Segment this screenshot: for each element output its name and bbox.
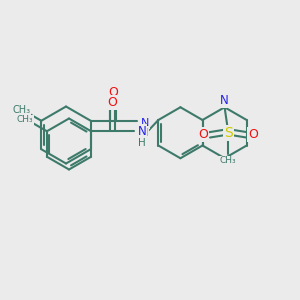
Text: O: O [108, 96, 118, 109]
Text: H: H [141, 128, 149, 138]
Text: S: S [224, 126, 233, 140]
Text: H: H [138, 138, 146, 148]
Text: CH₃: CH₃ [12, 105, 30, 115]
Text: N: N [220, 94, 229, 107]
Text: N: N [141, 118, 149, 128]
Text: CH₃: CH₃ [16, 116, 33, 124]
Text: O: O [108, 86, 118, 99]
Text: N: N [137, 125, 146, 138]
Text: O: O [248, 128, 258, 141]
Text: CH₃: CH₃ [220, 157, 236, 166]
Text: O: O [198, 128, 208, 141]
